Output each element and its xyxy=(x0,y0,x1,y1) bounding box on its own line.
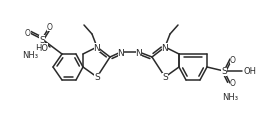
Text: O: O xyxy=(47,22,53,31)
Text: O: O xyxy=(230,79,236,88)
Text: N: N xyxy=(94,43,100,52)
Text: N: N xyxy=(118,48,124,57)
Text: S: S xyxy=(221,67,227,76)
Text: OH: OH xyxy=(244,67,257,76)
Text: N: N xyxy=(136,48,142,57)
Text: NH₃: NH₃ xyxy=(22,50,38,59)
Text: S: S xyxy=(94,73,100,82)
Text: NH₃: NH₃ xyxy=(222,93,238,102)
Text: O: O xyxy=(25,28,31,37)
Text: O: O xyxy=(230,55,236,64)
Text: HO: HO xyxy=(35,43,48,52)
Text: N: N xyxy=(162,43,169,52)
Text: S: S xyxy=(39,35,45,44)
Text: S: S xyxy=(162,73,168,82)
